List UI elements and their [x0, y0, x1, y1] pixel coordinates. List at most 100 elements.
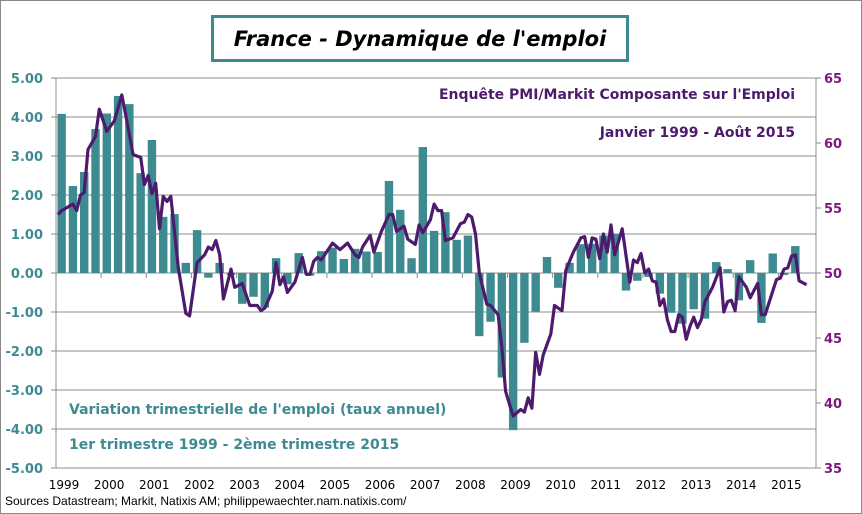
left-axis-tick-label: 3.00	[11, 150, 43, 165]
bar-2004-Q4	[317, 251, 326, 273]
bar-1999-Q3	[80, 171, 89, 273]
left-axis-tick-label: 4.00	[11, 111, 43, 126]
bar-2011-Q1	[599, 235, 608, 273]
right-axis-tick-label: 40	[824, 397, 842, 412]
bar-2006-Q4	[407, 258, 416, 273]
bar-2012-Q1	[644, 273, 653, 277]
left-axis-tick-label: -4.00	[6, 423, 43, 438]
bar-2008-Q1	[463, 235, 473, 273]
left-axis-tick-label: -1.00	[6, 306, 43, 321]
right-axis-tick-label: 60	[824, 137, 842, 152]
bar-series-label: Variation trimestrielle de l'emploi (tau…	[69, 402, 447, 418]
right-axis-tick-label: 45	[824, 332, 842, 347]
bar-2011-Q3	[621, 273, 631, 291]
bar-2010-Q4	[587, 243, 597, 273]
chart-title: France - Dynamique de l'emploi	[233, 26, 607, 51]
bar-2008-Q4	[497, 273, 507, 378]
x-axis-tick-label: 2002	[184, 478, 215, 492]
x-axis-tick-label: 2007	[410, 478, 441, 492]
bar-2014-Q2	[745, 260, 755, 273]
right-axis-tick-label: 65	[824, 72, 842, 87]
bar-2000-Q4	[136, 173, 145, 273]
bar-2006-Q2	[384, 180, 394, 273]
x-axis-tick-label: 2004	[274, 478, 305, 492]
bar-2013-Q2	[700, 273, 710, 319]
bar-2004-Q1	[283, 273, 292, 285]
bar-2005-Q2	[339, 258, 349, 273]
bar-2013-Q4	[723, 269, 732, 273]
x-axis-tick-label: 1999	[49, 478, 80, 492]
x-axis-tick-label: 2014	[726, 478, 757, 492]
bar-2007-Q4	[452, 239, 461, 273]
bar-2007-Q1	[418, 147, 428, 273]
bar-1999-Q2	[68, 186, 78, 273]
x-axis-tick-label: 2013	[681, 478, 712, 492]
left-axis-tick-label: -3.00	[6, 384, 43, 399]
bar-2011-Q4	[633, 273, 642, 281]
bar-2006-Q3	[396, 209, 405, 273]
right-axis-tick-label: 50	[824, 267, 842, 282]
bar-1999-Q1	[57, 113, 66, 273]
x-axis-tick-label: 2001	[139, 478, 170, 492]
bar-2012-Q4	[678, 273, 687, 324]
bar-2000-Q1	[102, 113, 111, 274]
bar-2003-Q2	[249, 273, 258, 297]
bar-2004-Q2	[294, 253, 303, 273]
x-axis-tick-label: 2010	[545, 478, 576, 492]
bar-2013-Q3	[712, 262, 721, 273]
bar-2001-Q4	[181, 262, 191, 273]
left-axis-tick-label: 1.00	[11, 228, 43, 243]
bar-2002-Q2	[204, 273, 213, 278]
pmi-line	[56, 93, 808, 418]
x-axis-tick-label: 2005	[320, 478, 351, 492]
x-axis-tick-label: 2008	[455, 478, 486, 492]
bar-2009-Q4	[542, 257, 552, 273]
left-axis-tick-label: 0.00	[11, 267, 43, 282]
bar-1999-Q4	[91, 129, 100, 273]
bar-2009-Q3	[531, 273, 540, 312]
left-axis-tick-label: 2.00	[11, 189, 43, 204]
bar-2013-Q1	[689, 273, 698, 310]
x-axis-tick-label: 2009	[500, 478, 531, 492]
x-axis-tick-label: 2003	[229, 478, 260, 492]
bar-2009-Q2	[520, 273, 529, 343]
right-axis-tick-label: 55	[824, 202, 842, 217]
x-axis-tick-label: 2006	[365, 478, 396, 492]
left-axis-tick-label: -2.00	[6, 345, 43, 360]
bar-2010-Q1	[554, 273, 563, 288]
bar-2005-Q1	[328, 247, 337, 273]
bar-2001-Q2	[159, 216, 168, 273]
bar-2005-Q3	[350, 248, 360, 273]
right-axis-tick-label: 35	[824, 462, 842, 477]
bar-2006-Q1	[373, 251, 382, 273]
line-series-period: Janvier 1999 - Août 2015	[599, 125, 795, 141]
bar-2007-Q2	[429, 230, 439, 273]
chart-title-box: France - Dynamique de l'emploi	[211, 15, 629, 62]
x-axis-tick-label: 2012	[636, 478, 667, 492]
bar-2009-Q1	[508, 273, 518, 431]
left-axis-tick-label: -5.00	[6, 462, 43, 477]
bar-2001-Q1	[147, 140, 157, 273]
bar-2007-Q3	[441, 212, 450, 273]
bar-2015-Q1	[779, 273, 789, 275]
x-axis-tick-label: 2000	[94, 478, 125, 492]
source-note: Sources Datastream; Markit, Natixis AM; …	[5, 494, 407, 508]
x-axis-tick-label: 2015	[771, 478, 802, 492]
x-axis-tick-label: 2011	[591, 478, 622, 492]
line-series-label: Enquête PMI/Markit Composante sur l'Empl…	[438, 87, 795, 103]
bar-2000-Q2	[113, 95, 123, 273]
bar-series-period: 1er trimestre 1999 - 2ème trimestre 2015	[69, 437, 400, 453]
bar-2002-Q1	[192, 230, 202, 273]
left-axis-tick-label: 5.00	[11, 72, 43, 87]
bar-2010-Q3	[576, 244, 586, 273]
bar-2012-Q3	[666, 273, 676, 313]
bar-2008-Q3	[486, 273, 495, 322]
bar-2012-Q2	[655, 273, 665, 294]
bar-2000-Q3	[125, 104, 134, 273]
bar-2005-Q4	[362, 251, 371, 273]
bar-2014-Q3	[757, 273, 766, 323]
bar-2008-Q2	[475, 273, 484, 337]
bar-2010-Q2	[565, 262, 574, 273]
